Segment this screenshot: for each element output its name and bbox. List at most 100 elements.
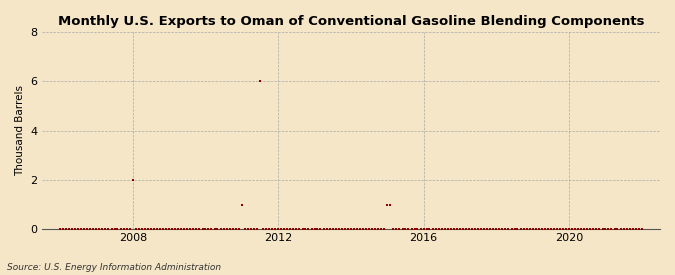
Point (479, 227, 490, 232)
Point (267, 227, 277, 232)
Point (482, 227, 493, 232)
Point (279, 227, 290, 232)
Point (148, 227, 159, 232)
Point (209, 227, 220, 232)
Point (97, 227, 107, 232)
Point (497, 227, 508, 232)
Point (394, 227, 405, 232)
Point (315, 227, 326, 232)
Point (343, 227, 354, 232)
Point (382, 202, 393, 207)
Point (161, 227, 171, 232)
Point (261, 227, 271, 232)
Point (203, 227, 214, 232)
Point (621, 227, 632, 232)
Point (152, 227, 163, 232)
Point (85, 227, 96, 232)
Point (306, 227, 317, 232)
Point (424, 227, 435, 232)
Point (494, 227, 505, 232)
Point (533, 227, 544, 232)
Point (258, 227, 269, 232)
Point (415, 227, 426, 232)
Point (221, 227, 232, 232)
Point (521, 227, 532, 232)
Point (73, 227, 84, 232)
Point (591, 227, 602, 232)
Point (206, 227, 217, 232)
Point (294, 227, 304, 232)
Point (558, 227, 568, 232)
Point (391, 227, 402, 232)
Text: Source: U.S. Energy Information Administration: Source: U.S. Energy Information Administ… (7, 263, 221, 272)
Point (273, 227, 284, 232)
Point (600, 227, 611, 232)
Point (606, 227, 617, 232)
Point (630, 227, 641, 232)
Point (618, 227, 629, 232)
Point (303, 227, 314, 232)
Point (173, 227, 184, 232)
Point (164, 227, 175, 232)
Point (215, 227, 226, 232)
Point (466, 227, 477, 232)
Point (133, 227, 144, 232)
Point (285, 227, 296, 232)
Point (188, 227, 199, 232)
Point (318, 227, 329, 232)
Point (200, 227, 211, 232)
Point (61, 227, 72, 232)
Point (128, 178, 138, 182)
Point (409, 227, 420, 232)
Point (512, 227, 523, 232)
Point (106, 227, 117, 232)
Point (594, 227, 605, 232)
Point (225, 227, 236, 232)
Point (637, 227, 647, 232)
Point (503, 227, 514, 232)
Point (397, 227, 408, 232)
Point (437, 227, 448, 232)
Point (452, 227, 462, 232)
Point (336, 227, 347, 232)
Point (67, 227, 78, 232)
Point (433, 227, 444, 232)
Point (446, 227, 456, 232)
Point (385, 202, 396, 207)
Point (136, 227, 147, 232)
Point (576, 227, 587, 232)
Point (146, 227, 157, 232)
Point (330, 227, 341, 232)
Point (185, 227, 196, 232)
Point (427, 227, 438, 232)
Point (406, 227, 417, 232)
Point (539, 227, 550, 232)
Point (346, 227, 356, 232)
Point (458, 227, 468, 232)
Point (275, 227, 286, 232)
Point (252, 227, 263, 232)
Point (603, 227, 614, 232)
Point (169, 227, 180, 232)
Point (242, 227, 253, 232)
Point (509, 227, 520, 232)
Point (240, 227, 250, 232)
Point (179, 227, 190, 232)
Point (348, 227, 359, 232)
Point (379, 227, 389, 232)
Point (543, 227, 554, 232)
Point (370, 227, 381, 232)
Point (309, 227, 320, 232)
Point (555, 227, 566, 232)
Point (566, 227, 577, 232)
Point (387, 227, 398, 232)
Point (439, 227, 450, 232)
Point (485, 227, 495, 232)
Point (109, 227, 120, 232)
Point (176, 227, 186, 232)
Point (246, 227, 256, 232)
Point (500, 227, 511, 232)
Y-axis label: Thousand Barrels: Thousand Barrels (15, 85, 25, 176)
Point (518, 227, 529, 232)
Point (612, 227, 623, 232)
